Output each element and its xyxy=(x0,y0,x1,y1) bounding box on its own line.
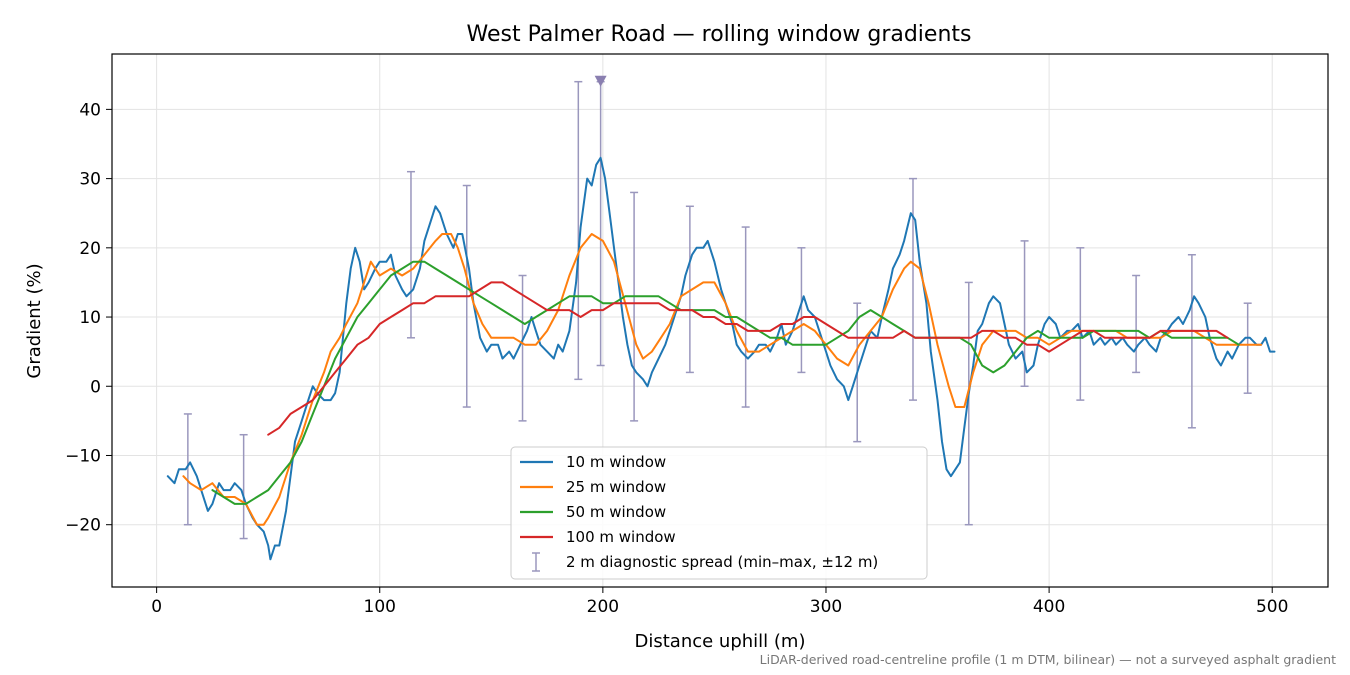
chart-title: West Palmer Road — rolling window gradie… xyxy=(466,22,971,47)
errorbar-9 xyxy=(741,226,750,408)
legend-label-50m: 50 m window xyxy=(566,503,666,521)
legend-label-errorbar: 2 m diagnostic spread (min–max, ±12 m) xyxy=(566,553,878,571)
y-tick-label-40: 40 xyxy=(79,100,101,120)
plot-frame xyxy=(111,53,1329,588)
errorbar-18 xyxy=(1243,302,1252,394)
errorbar-4 xyxy=(518,274,527,422)
x-tick-label-200: 200 xyxy=(587,597,619,617)
errorbar-16 xyxy=(1132,274,1141,374)
series-line-0 xyxy=(166,156,1276,561)
errorbar-2 xyxy=(406,170,415,339)
y-tick-label-10: 10 xyxy=(79,308,101,328)
y-tick-label--10: −10 xyxy=(65,446,101,466)
series-group xyxy=(166,156,1276,561)
y-tick-label--20: −20 xyxy=(65,516,101,536)
series-line-1 xyxy=(182,233,1263,526)
x-axis-label: Distance uphill (m) xyxy=(635,631,806,652)
legend-label-10m: 10 m window xyxy=(566,453,666,471)
footnote: LiDAR-derived road-centreline profile (1… xyxy=(760,652,1336,667)
errorbar-10 xyxy=(797,247,806,374)
x-tick-label-100: 100 xyxy=(364,597,396,617)
legend-label-100m: 100 m window xyxy=(566,528,676,546)
y-tick-label-0: 0 xyxy=(90,377,101,397)
x-ticks: 0 100 200 300 400 500 xyxy=(151,587,1288,617)
y-axis-label: Gradient (%) xyxy=(24,263,45,378)
y-tick-label-30: 30 xyxy=(79,170,101,190)
y-tick-label-20: 20 xyxy=(79,239,101,259)
legend: 10 m window 25 m window 50 m window 100 … xyxy=(510,446,928,580)
x-tick-label-400: 400 xyxy=(1033,597,1065,617)
x-tick-label-300: 300 xyxy=(810,597,842,617)
series-line-2 xyxy=(211,260,1240,505)
legend-box xyxy=(510,446,928,580)
marker-group xyxy=(594,75,607,87)
errorbar-13 xyxy=(964,281,973,526)
errorbar-7 xyxy=(630,191,639,422)
errorbar-0 xyxy=(183,413,192,526)
x-tick-label-500: 500 xyxy=(1256,597,1288,617)
legend-label-25m: 25 m window xyxy=(566,478,666,496)
peak-marker xyxy=(594,75,607,87)
grid xyxy=(112,54,1328,587)
x-tick-label-0: 0 xyxy=(151,597,162,617)
y-ticks: −20 −10 0 10 20 30 40 xyxy=(65,100,112,536)
errorbar-17 xyxy=(1187,253,1196,429)
series-line-3 xyxy=(267,281,1229,436)
errorbar-5 xyxy=(574,80,583,381)
errorbar-1 xyxy=(239,433,248,540)
errorbar-15 xyxy=(1076,247,1085,401)
legend-swatch-errorbar xyxy=(532,552,540,572)
errorbar-8 xyxy=(685,205,694,374)
